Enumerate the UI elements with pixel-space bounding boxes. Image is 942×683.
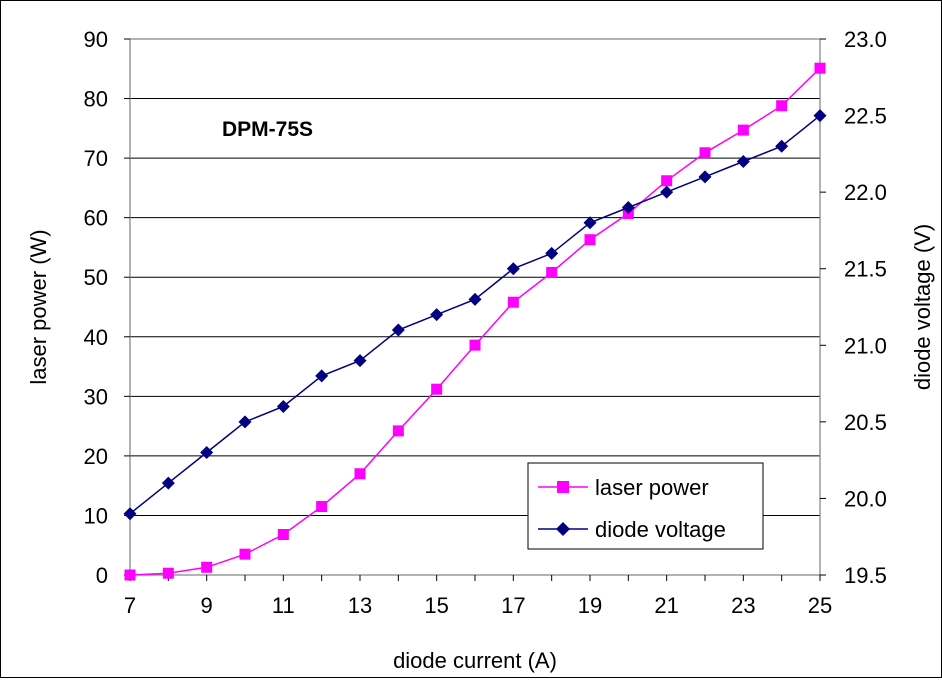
legend-marker-diode-voltage	[556, 522, 570, 536]
data-point-laser-power	[277, 529, 289, 541]
y-right-tick-label: 19.5	[844, 563, 887, 588]
data-point-laser-power	[699, 147, 711, 159]
y-right-tick-label: 21.5	[844, 257, 887, 282]
data-point-diode-voltage	[506, 262, 520, 276]
data-point-diode-voltage	[468, 292, 482, 306]
series-layer	[123, 62, 827, 581]
x-tick-label: 9	[201, 593, 213, 618]
data-point-laser-power	[776, 100, 788, 112]
y-right-tick-label: 22.5	[844, 104, 887, 129]
y-right-tick-label: 20.5	[844, 410, 887, 435]
data-point-diode-voltage	[736, 155, 750, 169]
x-axis-label: diode current (A)	[393, 648, 557, 673]
data-point-diode-voltage	[660, 185, 674, 199]
data-point-laser-power	[546, 266, 558, 278]
data-point-diode-voltage	[621, 200, 635, 214]
data-point-laser-power	[201, 561, 213, 573]
data-point-diode-voltage	[238, 415, 252, 429]
data-point-diode-voltage	[276, 400, 290, 414]
y-axis-right-label: diode voltage (V)	[910, 224, 935, 390]
data-point-diode-voltage	[813, 109, 827, 123]
legend: laser power diode voltage	[527, 462, 764, 550]
data-point-laser-power	[584, 234, 596, 246]
data-point-laser-power	[737, 124, 749, 136]
y-left-tick-label: 50	[84, 265, 108, 290]
data-point-laser-power	[162, 567, 174, 579]
x-tick-label: 15	[424, 593, 448, 618]
x-tick-label: 23	[731, 593, 755, 618]
data-point-diode-voltage	[391, 323, 405, 337]
y-left-tick-label: 20	[84, 444, 108, 469]
x-tick-label: 17	[501, 593, 525, 618]
x-tick-label: 13	[348, 593, 372, 618]
y-right-tick-label: 20.0	[844, 486, 887, 511]
y-right-tick-label: 21.0	[844, 333, 887, 358]
data-point-diode-voltage	[430, 308, 444, 322]
data-point-diode-voltage	[123, 507, 137, 521]
data-point-diode-voltage	[161, 476, 175, 490]
data-point-diode-voltage	[545, 246, 559, 260]
data-point-diode-voltage	[200, 445, 214, 459]
data-point-laser-power	[239, 548, 251, 560]
data-point-laser-power	[469, 339, 481, 351]
x-tick-label: 25	[808, 593, 832, 618]
y-left-tick-label: 0	[96, 563, 108, 588]
y-axis-left-label: laser power (W)	[26, 229, 51, 384]
data-point-laser-power	[316, 501, 328, 513]
y-left-tick-label: 10	[84, 503, 108, 528]
y-right-tick-label: 22.0	[844, 180, 887, 205]
y-left-tick-label: 30	[84, 384, 108, 409]
x-tick-label: 11	[272, 593, 295, 618]
data-point-laser-power	[814, 62, 826, 74]
data-point-laser-power	[661, 175, 673, 187]
y-left-tick-label: 70	[84, 146, 108, 171]
x-tick-label: 19	[578, 593, 602, 618]
y-left-tick-label: 90	[84, 27, 108, 52]
data-point-diode-voltage	[775, 139, 789, 153]
y-left-tick-label: 60	[84, 206, 108, 231]
data-point-laser-power	[431, 383, 443, 395]
data-point-laser-power	[507, 296, 519, 308]
data-point-diode-voltage	[353, 354, 367, 368]
data-point-diode-voltage	[315, 369, 329, 383]
y-left-tick-label: 80	[84, 87, 108, 112]
grid-layer	[130, 98, 820, 516]
data-point-diode-voltage	[583, 216, 597, 230]
axes-layer: 0 10 20 30 40 50 60 70 80 90 19.5 20.0 20.5 21.0 21.5 2…	[84, 27, 887, 618]
x-tick-label: 7	[124, 593, 136, 618]
y-left-tick-label: 40	[84, 325, 108, 350]
data-point-laser-power	[392, 425, 404, 437]
y-right-tick-label: 23.0	[844, 27, 887, 52]
data-point-diode-voltage	[698, 170, 712, 184]
legend-label-diode-voltage: diode voltage	[595, 517, 726, 542]
data-point-laser-power	[354, 468, 366, 480]
data-point-laser-power	[124, 569, 136, 581]
legend-marker-laser-power	[557, 481, 569, 493]
chart-annotation: DPM-75S	[222, 118, 313, 141]
legend-label-laser-power: laser power	[595, 475, 709, 500]
legend-box	[527, 462, 764, 550]
x-tick-label: 21	[654, 593, 678, 618]
